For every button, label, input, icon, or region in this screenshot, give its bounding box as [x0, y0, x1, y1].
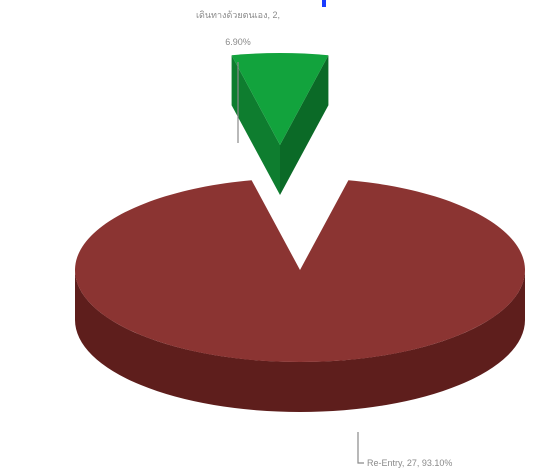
data-label-self-travel-line2: 6.90%: [225, 37, 251, 47]
re-entry-top: [75, 180, 526, 363]
pie-slice-re-entry: [75, 180, 526, 412]
data-label-self-travel-line1: เดินทางด้วยตนเอง, 2,: [196, 10, 280, 20]
pie-slice-self-travel: [231, 53, 329, 196]
self-travel-top: [231, 53, 329, 145]
data-label-re-entry: Re-Entry, 27, 93.10%: [367, 458, 452, 468]
top-accent-mark: [322, 0, 326, 7]
re-entry-side: [75, 270, 525, 412]
self-travel-side: [280, 55, 329, 196]
self-travel-inner-face: [231, 55, 280, 196]
leader-line-re-entry: [357, 432, 364, 464]
